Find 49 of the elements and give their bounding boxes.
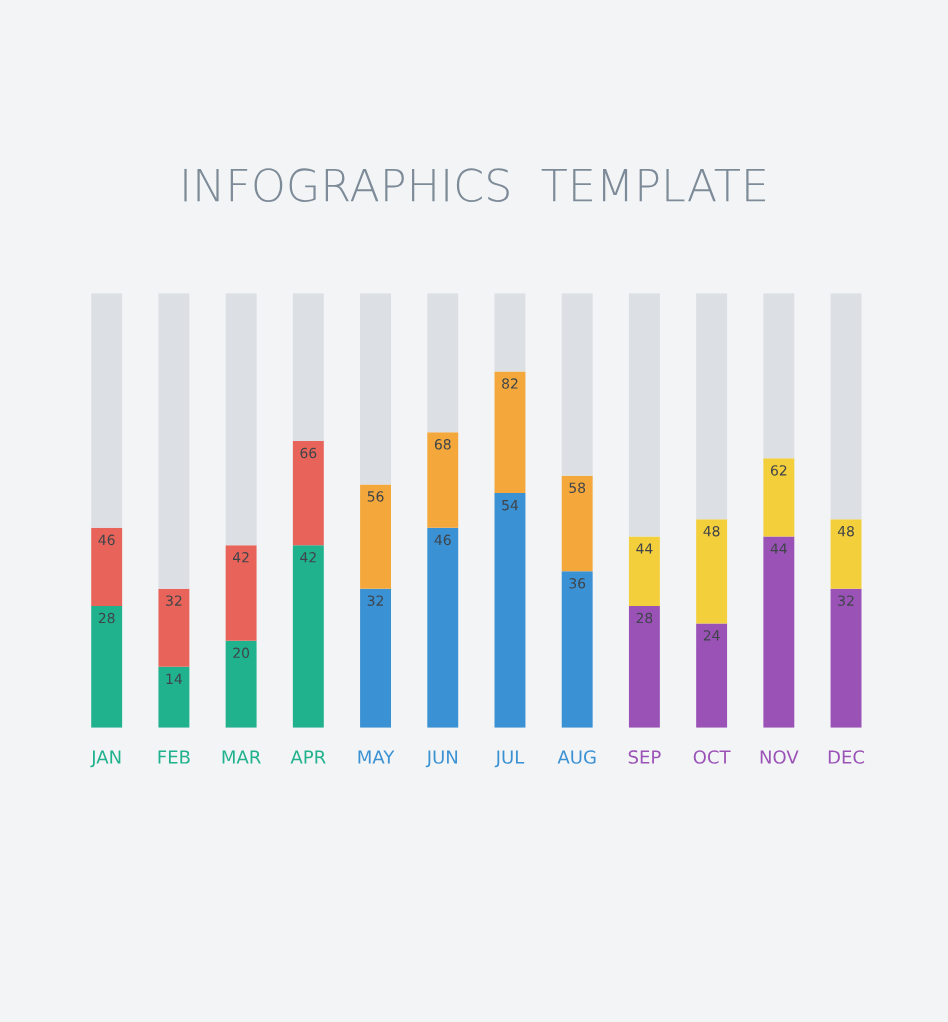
x-tick-label: JAN bbox=[90, 750, 121, 768]
bar bbox=[292, 440, 324, 546]
bar bbox=[292, 545, 324, 728]
x-tick-label: JUN bbox=[425, 750, 458, 768]
x-tick-label: APR bbox=[290, 750, 326, 764]
bar bbox=[763, 536, 795, 728]
bar bbox=[292, 293, 324, 441]
x-tick-label: NOV bbox=[760, 750, 799, 764]
bar bbox=[830, 519, 862, 589]
bar bbox=[763, 458, 795, 537]
bar bbox=[628, 536, 660, 607]
chart-title: INFOGRAPHICS TEMPLATE bbox=[184, 168, 766, 202]
bar bbox=[830, 293, 862, 520]
x-tick-label: MAY bbox=[358, 750, 395, 764]
x-tick-label: FEB bbox=[158, 750, 190, 764]
bar bbox=[360, 588, 392, 728]
bar bbox=[427, 293, 459, 433]
bar bbox=[494, 293, 526, 372]
x-tick-label: MAR bbox=[222, 750, 261, 764]
bar bbox=[158, 588, 190, 667]
bar bbox=[360, 293, 392, 485]
x-tick-label: SEP bbox=[628, 750, 661, 764]
bar bbox=[494, 371, 526, 494]
bar bbox=[561, 571, 593, 728]
x-tick-label: JUL bbox=[494, 750, 525, 768]
bar bbox=[360, 484, 392, 589]
bar bbox=[628, 606, 660, 728]
bar bbox=[696, 519, 728, 624]
bar bbox=[91, 606, 123, 728]
bar bbox=[225, 293, 257, 546]
bar bbox=[696, 623, 728, 728]
bar bbox=[225, 545, 257, 641]
bar bbox=[696, 293, 728, 520]
bar bbox=[91, 293, 123, 528]
bar bbox=[561, 475, 593, 572]
bar bbox=[427, 432, 459, 528]
bar bbox=[158, 666, 190, 728]
x-tick-label: AUG bbox=[557, 750, 596, 764]
bar bbox=[763, 293, 795, 459]
bar bbox=[561, 293, 593, 476]
bar bbox=[225, 640, 257, 728]
bar bbox=[158, 293, 190, 589]
bar bbox=[830, 588, 862, 728]
bar bbox=[628, 293, 660, 537]
bar bbox=[91, 527, 123, 607]
bar bbox=[427, 527, 459, 728]
bar bbox=[494, 493, 526, 728]
x-tick-label: OCT bbox=[693, 750, 731, 764]
x-tick-label: DEC bbox=[828, 750, 865, 764]
